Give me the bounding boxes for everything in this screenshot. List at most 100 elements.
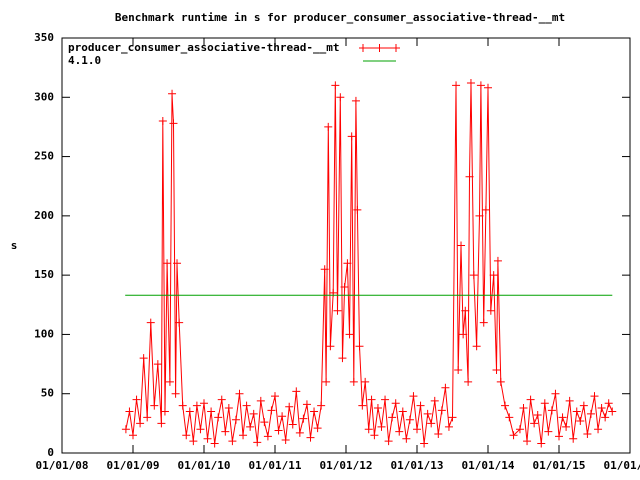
data-point	[139, 354, 148, 363]
x-tick-label: 01/01/16	[604, 459, 640, 472]
data-point	[384, 437, 393, 446]
data-point	[326, 342, 335, 351]
data-point	[292, 387, 301, 396]
data-point	[320, 265, 329, 274]
data-point	[519, 403, 528, 412]
data-point	[597, 403, 606, 412]
data-point	[544, 427, 553, 436]
y-tick-label: 350	[34, 31, 54, 44]
data-point	[253, 438, 262, 447]
data-point	[501, 401, 510, 410]
data-point	[207, 407, 216, 416]
x-tick-label: 01/01/09	[107, 459, 160, 472]
data-point	[409, 392, 418, 401]
data-point	[246, 422, 255, 431]
data-point	[322, 377, 331, 386]
data-point	[493, 256, 502, 265]
data-point	[228, 437, 237, 446]
data-point	[168, 89, 177, 98]
data-point	[358, 401, 367, 410]
data-point	[150, 401, 159, 410]
data-point	[459, 330, 468, 339]
data-point	[391, 399, 400, 408]
data-point	[288, 420, 297, 429]
data-point	[143, 413, 152, 422]
data-point	[395, 427, 404, 436]
data-point	[336, 93, 345, 102]
data-point	[476, 81, 485, 90]
x-tick-label: 01/01/10	[178, 459, 231, 472]
x-tick-label: 01/01/13	[391, 459, 444, 472]
data-point	[196, 425, 205, 434]
data-point	[278, 412, 287, 421]
data-point	[285, 402, 294, 411]
data-point	[427, 419, 436, 428]
data-point	[388, 413, 397, 422]
data-point	[594, 425, 603, 434]
data-point	[484, 83, 492, 92]
data-point	[434, 430, 443, 439]
data-point	[466, 79, 475, 88]
x-tick-label: 01/01/14	[462, 459, 515, 472]
data-point	[136, 419, 145, 428]
data-point	[523, 437, 532, 446]
x-tick-label: 01/01/12	[320, 459, 373, 472]
data-point	[492, 366, 501, 374]
data-point	[132, 395, 141, 404]
data-point	[146, 318, 155, 327]
data-point	[572, 407, 581, 416]
data-point	[158, 117, 167, 125]
data-point	[221, 427, 230, 436]
y-tick-label: 250	[34, 150, 54, 163]
data-point	[345, 330, 354, 339]
data-point	[464, 377, 473, 386]
data-point	[430, 396, 439, 405]
data-point	[306, 433, 315, 442]
data-point	[182, 431, 191, 440]
data-point	[160, 407, 169, 416]
legend-label: 4.1.0	[68, 54, 101, 67]
y-tick-label: 100	[34, 327, 54, 340]
data-point	[496, 377, 505, 386]
data-point	[489, 271, 498, 280]
legend-marker	[359, 44, 367, 52]
data-point	[171, 389, 180, 398]
data-point	[331, 81, 340, 90]
data-point	[310, 407, 319, 416]
data-point	[353, 205, 362, 214]
data-point	[313, 424, 322, 433]
x-tick-label: 01/01/08	[36, 459, 89, 472]
data-point	[381, 395, 390, 404]
data-point	[479, 318, 488, 327]
data-point	[295, 428, 304, 437]
y-axis-label: s	[11, 239, 18, 252]
data-point	[153, 360, 162, 369]
data-point	[481, 205, 490, 214]
data-point	[555, 432, 563, 441]
data-point	[533, 411, 542, 420]
data-point	[579, 401, 588, 410]
data-point	[338, 354, 347, 363]
data-point	[192, 401, 201, 410]
data-point	[214, 413, 223, 422]
data-point	[370, 431, 379, 440]
data-point	[210, 439, 219, 448]
y-tick-label: 300	[34, 90, 54, 103]
data-point	[351, 96, 360, 105]
data-point	[608, 407, 617, 416]
data-point	[441, 383, 450, 392]
data-point	[178, 401, 187, 410]
data-point	[604, 399, 613, 408]
data-point	[173, 259, 182, 268]
data-point	[373, 403, 382, 412]
data-point	[601, 413, 610, 422]
data-point	[486, 306, 495, 315]
data-point	[558, 413, 567, 422]
data-point	[267, 406, 276, 415]
data-point	[475, 211, 484, 220]
data-point	[239, 431, 248, 440]
data-point	[333, 306, 342, 315]
x-tick-label: 01/01/15	[533, 459, 586, 472]
